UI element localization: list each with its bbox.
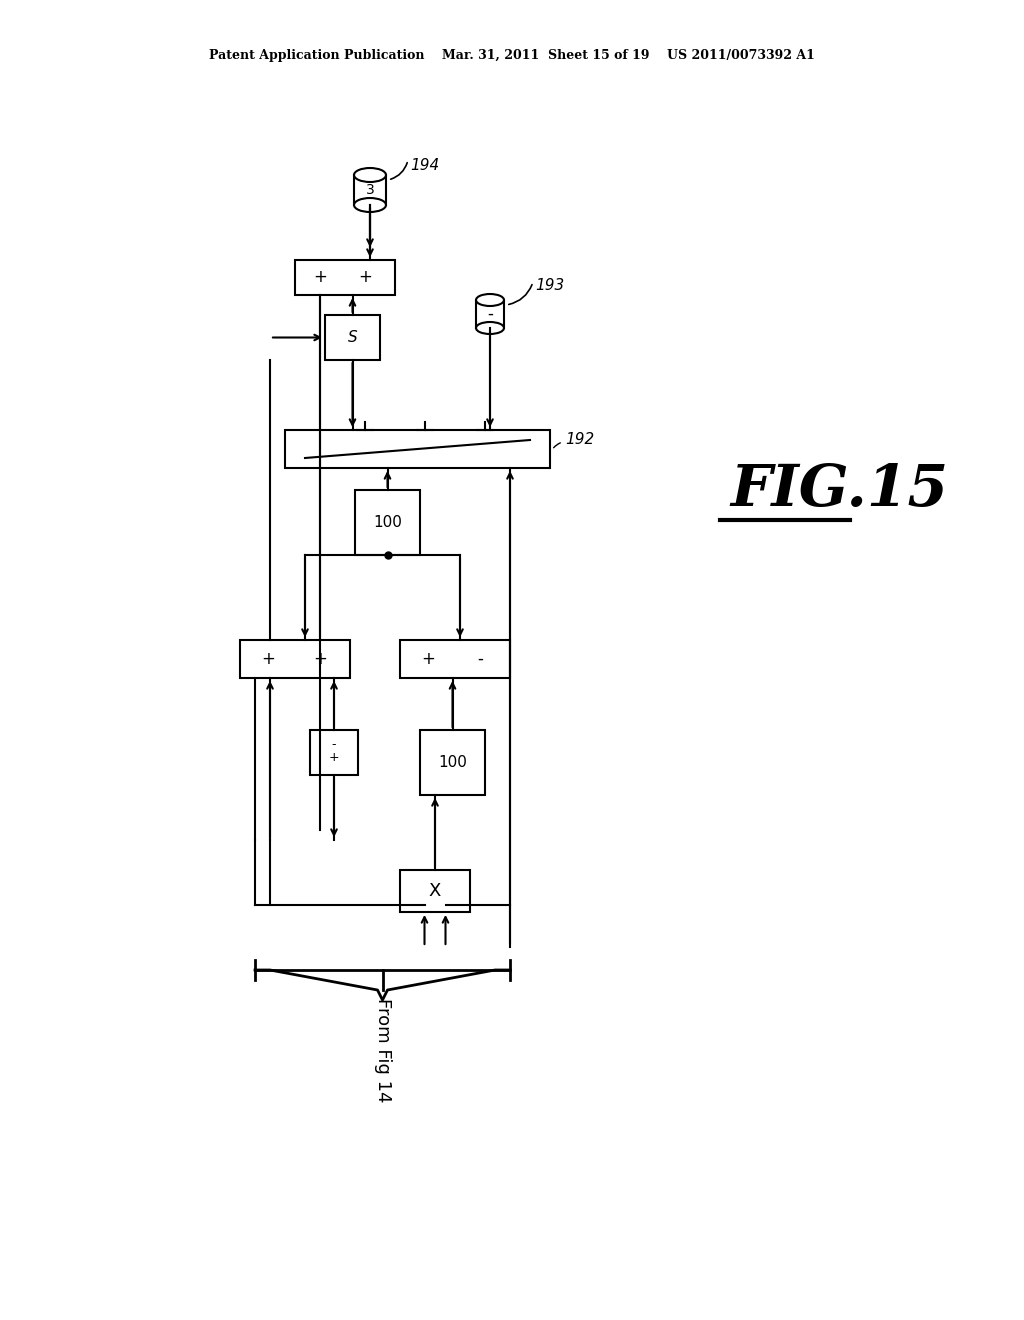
Text: +: + bbox=[261, 649, 274, 668]
Text: 100: 100 bbox=[373, 515, 402, 531]
Ellipse shape bbox=[476, 294, 504, 306]
Text: -: - bbox=[332, 738, 336, 751]
Text: 192: 192 bbox=[565, 433, 594, 447]
Text: S: S bbox=[348, 330, 357, 345]
Text: 194: 194 bbox=[410, 157, 439, 173]
Text: -: - bbox=[477, 649, 483, 668]
Ellipse shape bbox=[354, 168, 386, 182]
FancyBboxPatch shape bbox=[400, 870, 470, 912]
Text: +: + bbox=[329, 751, 339, 764]
FancyBboxPatch shape bbox=[400, 640, 510, 678]
FancyBboxPatch shape bbox=[295, 260, 395, 294]
FancyBboxPatch shape bbox=[355, 490, 420, 554]
Text: 3: 3 bbox=[366, 183, 375, 197]
FancyBboxPatch shape bbox=[325, 315, 380, 360]
Text: 100: 100 bbox=[438, 755, 467, 770]
Text: +: + bbox=[421, 649, 435, 668]
FancyBboxPatch shape bbox=[285, 430, 550, 469]
FancyBboxPatch shape bbox=[420, 730, 485, 795]
Text: 193: 193 bbox=[535, 277, 564, 293]
FancyBboxPatch shape bbox=[240, 640, 350, 678]
Text: -: - bbox=[487, 305, 493, 323]
Text: Patent Application Publication    Mar. 31, 2011  Sheet 15 of 19    US 2011/00733: Patent Application Publication Mar. 31, … bbox=[209, 49, 815, 62]
Text: +: + bbox=[313, 649, 327, 668]
Ellipse shape bbox=[476, 322, 504, 334]
Text: +: + bbox=[313, 268, 327, 286]
Text: +: + bbox=[358, 268, 372, 286]
Text: From Fig 14: From Fig 14 bbox=[374, 998, 391, 1102]
Text: X: X bbox=[429, 882, 441, 900]
Ellipse shape bbox=[354, 198, 386, 213]
Text: FIG.15: FIG.15 bbox=[730, 462, 948, 519]
FancyBboxPatch shape bbox=[310, 730, 358, 775]
